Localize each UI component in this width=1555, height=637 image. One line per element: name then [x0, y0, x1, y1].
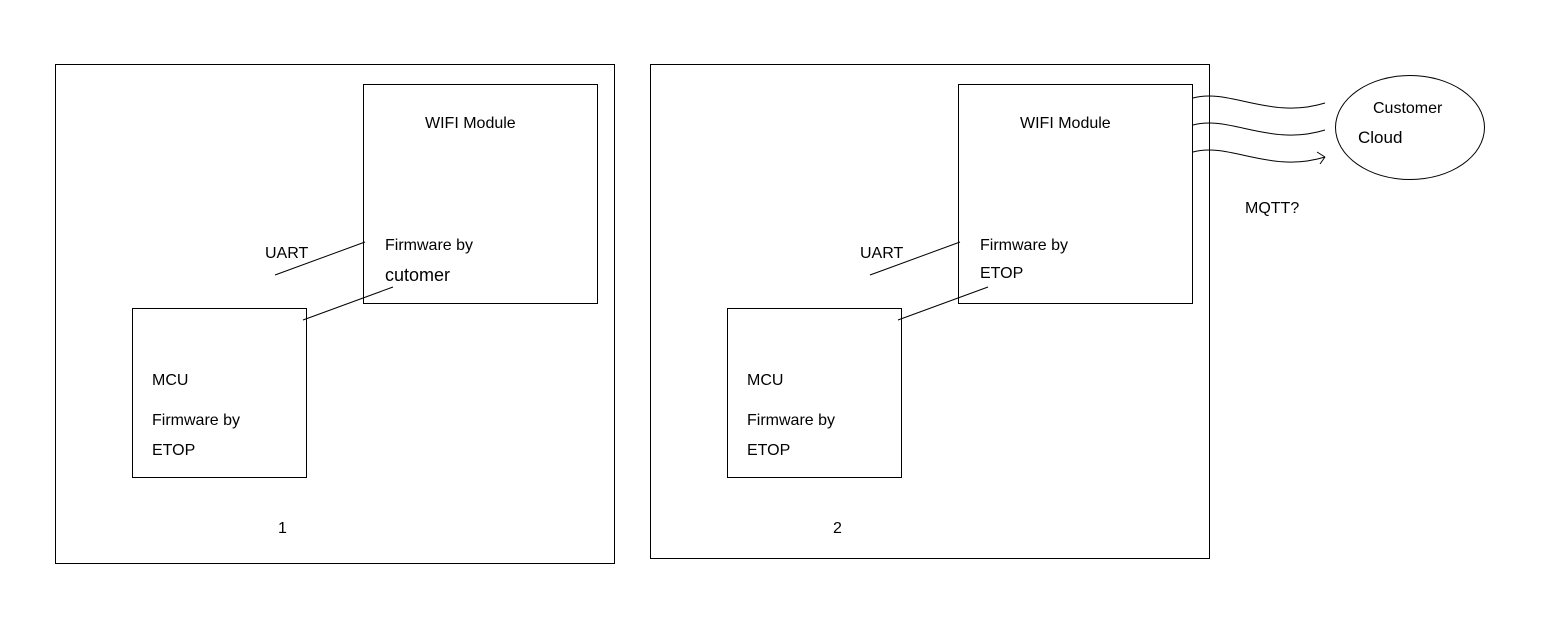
panel-2-number: 2	[833, 520, 842, 538]
wifi-module-2-title: WIFI Module	[1020, 115, 1111, 133]
mqtt-wave-1	[1193, 96, 1325, 108]
diagram-canvas: 1 WIFI Module Firmware by cutomer MCU Fi…	[0, 0, 1555, 637]
wifi-module-1-title: WIFI Module	[425, 115, 516, 133]
mcu-1-title: MCU	[152, 372, 188, 390]
mcu-1-fw1: Firmware by	[152, 412, 240, 430]
wifi-module-1-fw1: Firmware by	[385, 237, 473, 255]
mcu-2-fw1: Firmware by	[747, 412, 835, 430]
mcu-2-title: MCU	[747, 372, 783, 390]
mqtt-wave-2	[1193, 123, 1325, 135]
wifi-module-2-fw1: Firmware by	[980, 237, 1068, 255]
customer-cloud-line2: Cloud	[1358, 128, 1402, 148]
mcu-1-fw2: ETOP	[152, 442, 195, 460]
mqtt-arrow-tip	[1317, 152, 1325, 164]
mqtt-wave-3	[1193, 150, 1325, 162]
panel-1-number: 1	[278, 520, 287, 538]
customer-cloud-line1: Customer	[1373, 100, 1442, 118]
wifi-module-1-fw2: cutomer	[385, 265, 450, 286]
uart-2-label: UART	[860, 245, 903, 263]
mqtt-label: MQTT?	[1245, 200, 1299, 218]
mcu-2-fw2: ETOP	[747, 442, 790, 460]
uart-1-label: UART	[265, 245, 308, 263]
wifi-module-2-fw2: ETOP	[980, 265, 1023, 283]
